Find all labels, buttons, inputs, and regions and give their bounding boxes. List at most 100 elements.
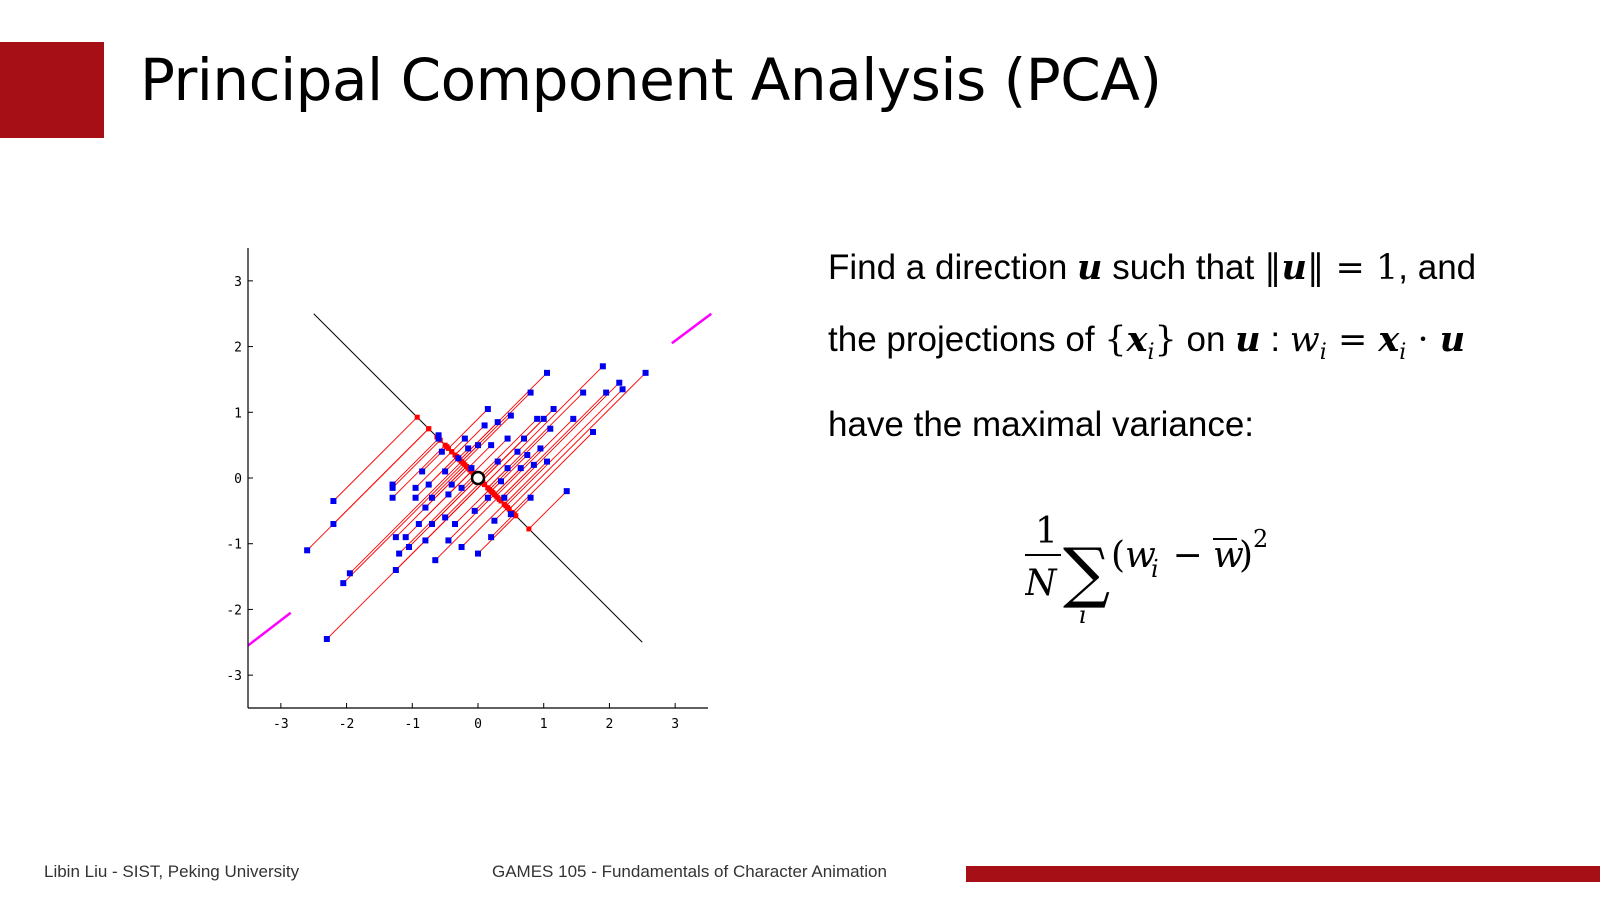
projected-point bbox=[449, 449, 455, 455]
projection-line bbox=[495, 418, 574, 497]
data-point bbox=[524, 452, 531, 458]
description-line-3: have the maximal variance: bbox=[828, 405, 1255, 444]
set-open-brace: { bbox=[1104, 320, 1127, 360]
projection-line bbox=[392, 444, 446, 499]
projection-line bbox=[444, 480, 482, 518]
footer-course: GAMES 105 - Fundamentals of Character An… bbox=[492, 862, 887, 881]
y-tick-label: 0 bbox=[234, 472, 242, 487]
data-point bbox=[389, 494, 396, 501]
data-point bbox=[323, 636, 330, 642]
projection-line bbox=[349, 461, 462, 574]
projection-line bbox=[512, 431, 594, 513]
formula-open-paren: ( bbox=[1111, 535, 1125, 576]
data-point bbox=[422, 504, 429, 511]
fraction-numerator: 1 bbox=[1035, 511, 1058, 552]
projection-line bbox=[461, 392, 531, 462]
projection-line bbox=[431, 464, 466, 499]
y-tick-label: 3 bbox=[234, 275, 242, 290]
projection-line bbox=[425, 466, 467, 508]
data-point bbox=[537, 445, 544, 452]
y-tick-label: 2 bbox=[234, 341, 242, 356]
projection-line bbox=[431, 477, 479, 525]
projected-point bbox=[482, 482, 488, 488]
projection-line bbox=[392, 438, 439, 485]
data-point bbox=[442, 468, 449, 475]
line1-text-b: such that bbox=[1102, 248, 1264, 287]
data-point bbox=[563, 488, 570, 495]
data-point bbox=[507, 511, 514, 518]
variance-formula: 1 N ∑ i ( w i − w ) 2 bbox=[1024, 505, 1325, 635]
norm-vector-u: u bbox=[1281, 247, 1307, 288]
data-point bbox=[458, 544, 465, 550]
x-tick-label: -1 bbox=[404, 717, 420, 732]
data-point bbox=[389, 484, 396, 491]
projection-line bbox=[448, 408, 489, 449]
data-point bbox=[340, 580, 347, 587]
line2-equals: = bbox=[1326, 320, 1379, 360]
data-point bbox=[402, 534, 409, 541]
data-point bbox=[501, 494, 508, 501]
projection-line bbox=[494, 448, 541, 495]
data-point bbox=[438, 448, 445, 455]
data-point bbox=[599, 363, 606, 370]
x-tick-label: 2 bbox=[606, 717, 614, 732]
data-point bbox=[396, 550, 403, 557]
variance-formula-svg: 1 N ∑ i ( w i − w ) 2 bbox=[1024, 511, 1268, 629]
data-point bbox=[445, 491, 452, 498]
footer-author: Libin Liu - SIST, Peking University bbox=[44, 862, 300, 881]
data-point bbox=[544, 369, 550, 376]
data-point bbox=[429, 494, 435, 501]
projected-point bbox=[498, 498, 504, 504]
data-points bbox=[304, 363, 649, 642]
data-point bbox=[521, 435, 527, 442]
data-point bbox=[619, 386, 626, 393]
data-point bbox=[465, 445, 472, 452]
x-tick-label: -3 bbox=[273, 717, 289, 732]
data-point bbox=[530, 461, 537, 468]
data-point bbox=[547, 425, 554, 432]
data-point bbox=[475, 442, 481, 449]
fraction-denominator: N bbox=[1025, 563, 1058, 604]
data-point bbox=[432, 557, 439, 564]
data-point bbox=[435, 432, 442, 439]
norm-close: ‖ bbox=[1306, 248, 1325, 288]
projection-line bbox=[484, 365, 604, 485]
formula-close-paren: ) bbox=[1239, 535, 1253, 576]
projected-point bbox=[503, 503, 509, 509]
data-point bbox=[389, 481, 396, 488]
projected-point bbox=[414, 414, 420, 420]
line2-text-b: on bbox=[1176, 320, 1236, 359]
projection-line bbox=[392, 439, 441, 489]
projection-line bbox=[477, 418, 538, 479]
projection-line bbox=[490, 454, 528, 492]
data-point bbox=[304, 547, 311, 554]
projected-point bbox=[426, 426, 432, 432]
y-tick-label: -1 bbox=[226, 538, 242, 553]
data-point bbox=[412, 494, 419, 501]
data-point bbox=[504, 465, 511, 472]
projection-lines bbox=[306, 365, 646, 640]
data-point bbox=[507, 412, 514, 419]
set-close-brace: } bbox=[1154, 320, 1177, 360]
data-point bbox=[514, 448, 521, 455]
data-point bbox=[425, 481, 432, 488]
projected-point bbox=[452, 452, 458, 458]
data-point bbox=[415, 521, 422, 527]
norm-equals-one: = 1 bbox=[1324, 248, 1399, 288]
data-point bbox=[468, 465, 475, 472]
line1-text-c: , and bbox=[1398, 248, 1477, 287]
data-point bbox=[481, 422, 488, 429]
projection-line bbox=[508, 372, 646, 510]
description-line-2: the projections of {xi} on u : wi = xi ·… bbox=[828, 304, 1568, 389]
formula-w-subscript: i bbox=[1151, 555, 1159, 583]
sum-symbol: ∑ bbox=[1063, 534, 1110, 611]
projection-line bbox=[425, 482, 484, 541]
projection-line bbox=[499, 392, 607, 500]
data-point bbox=[527, 389, 534, 396]
data-point bbox=[392, 534, 399, 541]
data-point bbox=[616, 379, 623, 386]
projection-line bbox=[528, 490, 568, 530]
data-point bbox=[498, 478, 504, 485]
line1-vector-u: u bbox=[1077, 247, 1103, 288]
projection-line bbox=[490, 513, 515, 538]
